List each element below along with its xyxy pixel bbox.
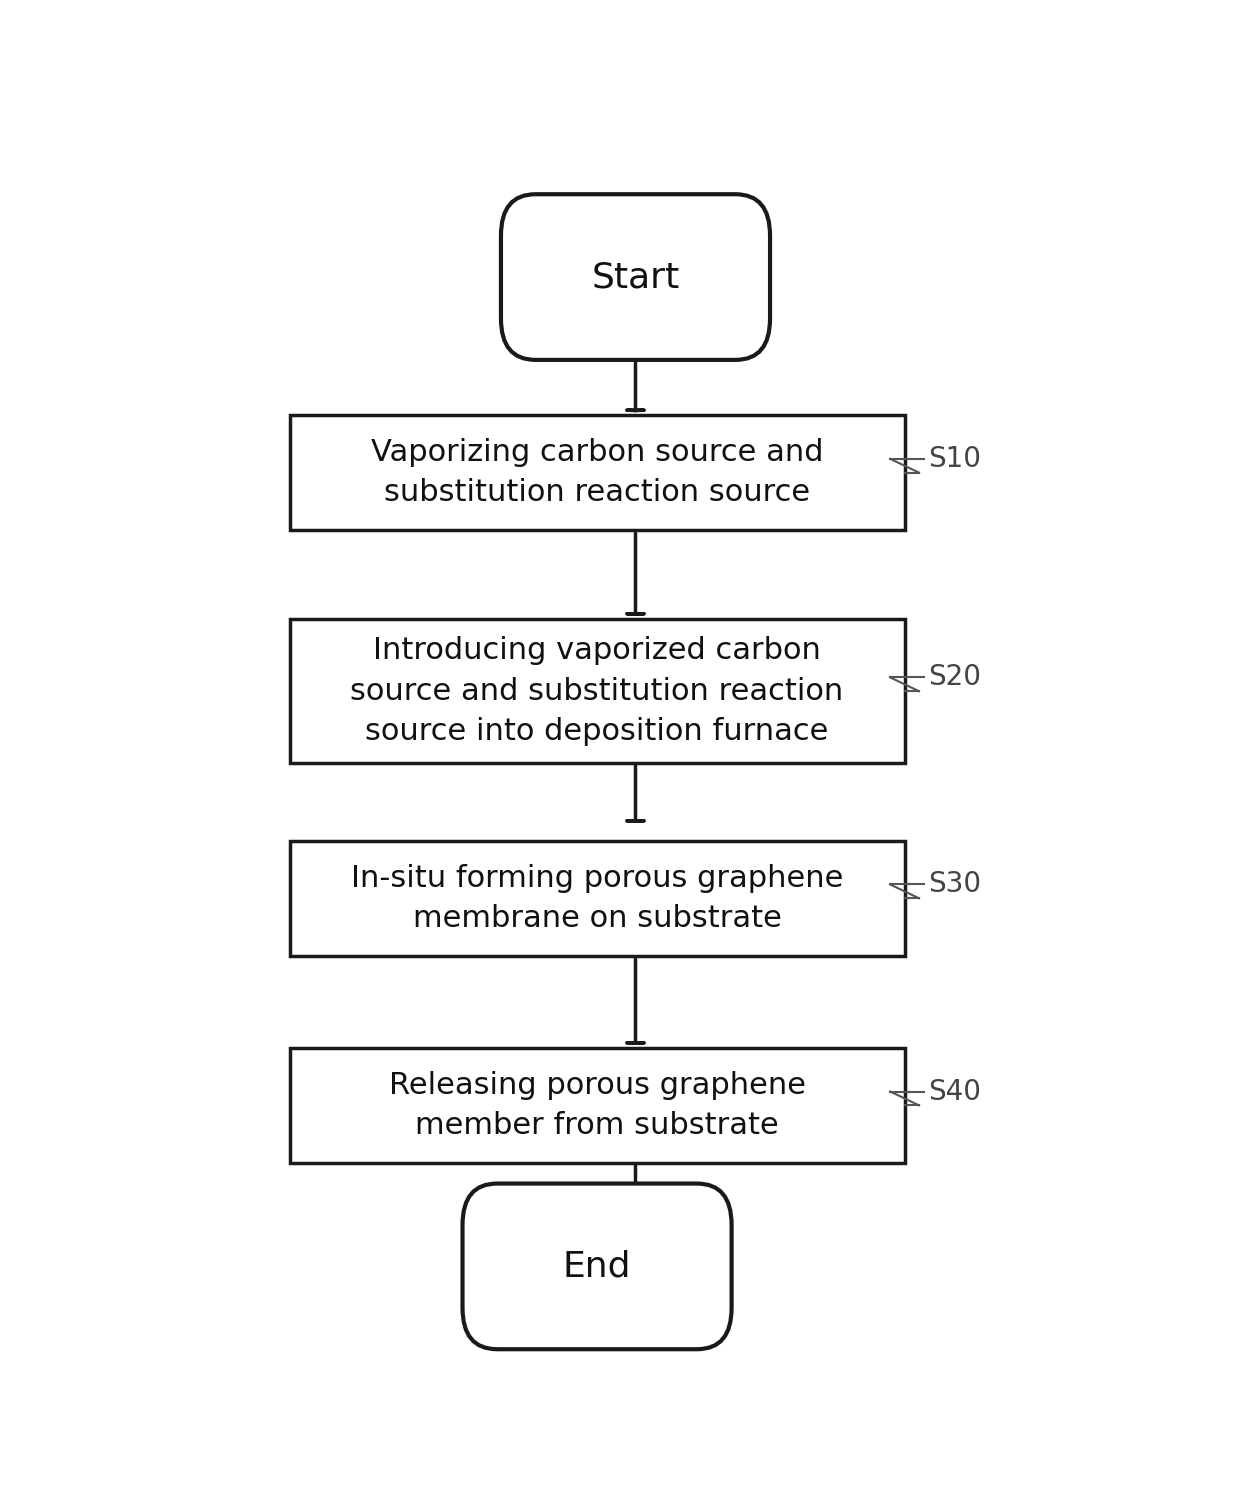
FancyBboxPatch shape	[463, 1183, 732, 1349]
Text: S20: S20	[929, 663, 982, 692]
Text: S10: S10	[929, 445, 982, 472]
FancyBboxPatch shape	[290, 1047, 905, 1162]
Text: Vaporizing carbon source and
substitution reaction source: Vaporizing carbon source and substitutio…	[371, 438, 823, 508]
Text: In-situ forming porous graphene
membrane on substrate: In-situ forming porous graphene membrane…	[351, 864, 843, 934]
FancyBboxPatch shape	[501, 194, 770, 360]
Text: Introducing vaporized carbon
source and substitution reaction
source into deposi: Introducing vaporized carbon source and …	[351, 636, 843, 746]
Text: End: End	[563, 1249, 631, 1283]
FancyBboxPatch shape	[290, 620, 905, 763]
Text: Start: Start	[591, 260, 680, 294]
Text: S30: S30	[929, 871, 982, 898]
FancyBboxPatch shape	[290, 415, 905, 530]
FancyBboxPatch shape	[290, 841, 905, 956]
Text: S40: S40	[929, 1077, 982, 1106]
Text: Releasing porous graphene
member from substrate: Releasing porous graphene member from su…	[388, 1071, 806, 1140]
